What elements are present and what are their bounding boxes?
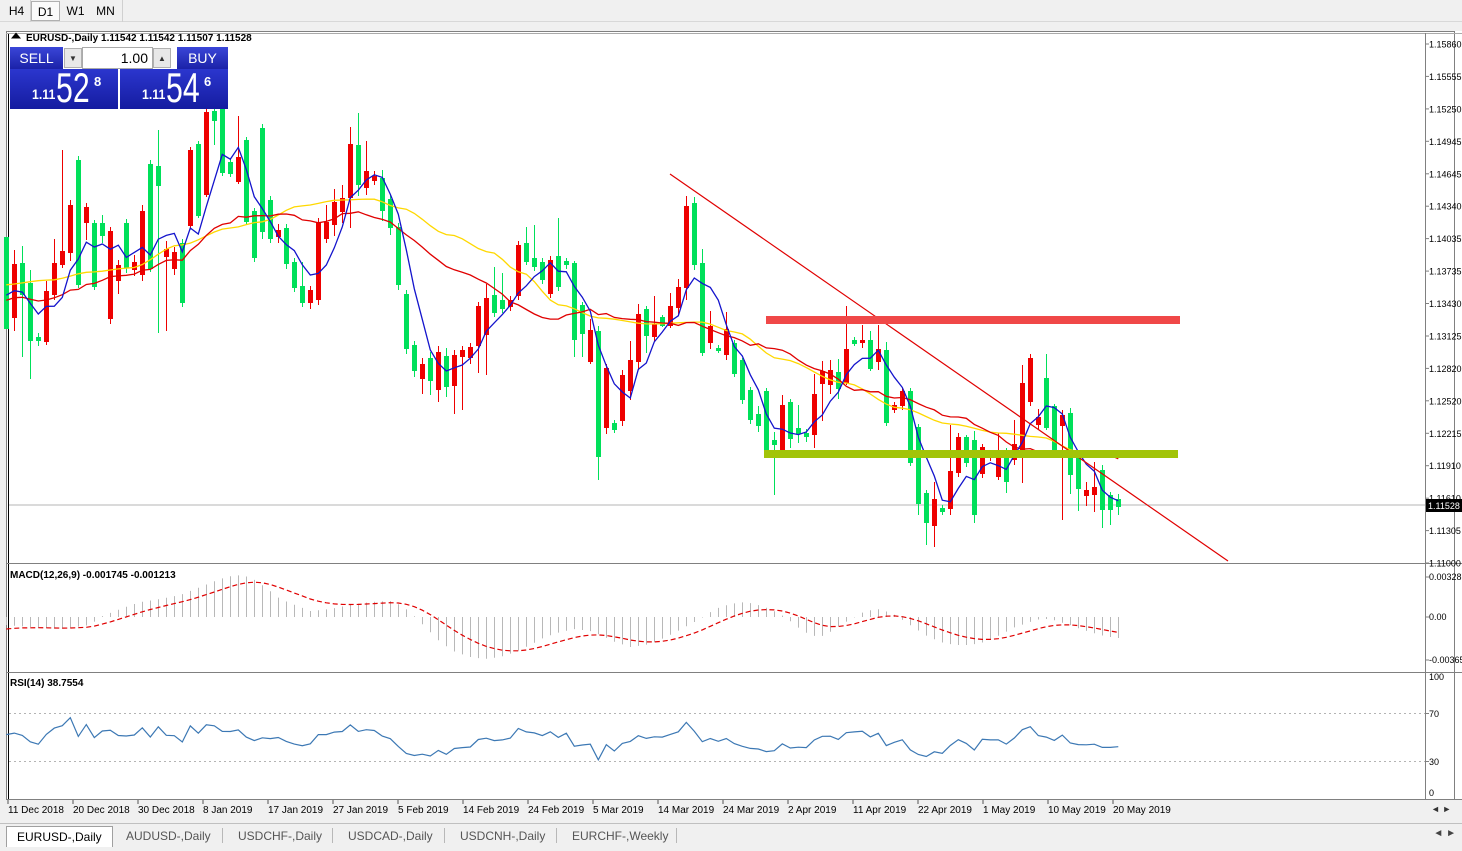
svg-text:2 Apr 2019: 2 Apr 2019 <box>788 805 837 816</box>
svg-text:5 Mar 2019: 5 Mar 2019 <box>593 805 644 816</box>
svg-text:22 Apr 2019: 22 Apr 2019 <box>918 805 972 816</box>
svg-text:20 Dec 2018: 20 Dec 2018 <box>73 805 130 816</box>
svg-text:1.15860: 1.15860 <box>1429 40 1462 50</box>
svg-text:5 Feb 2019: 5 Feb 2019 <box>398 805 449 816</box>
svg-text:20 May 2019: 20 May 2019 <box>1113 805 1171 816</box>
svg-text:1.12820: 1.12820 <box>1429 364 1462 374</box>
svg-text:1.14340: 1.14340 <box>1429 202 1462 212</box>
svg-text:◄ ►: ◄ ► <box>1431 804 1451 814</box>
svg-text:1.11528: 1.11528 <box>1428 501 1460 511</box>
svg-text:1.13735: 1.13735 <box>1429 267 1462 277</box>
svg-text:24 Mar 2019: 24 Mar 2019 <box>723 805 780 816</box>
svg-text:1.11000: 1.11000 <box>1429 559 1461 569</box>
svg-text:14 Mar 2019: 14 Mar 2019 <box>658 805 715 816</box>
svg-text:EURUSD-,Daily 1.11542 1.11542: EURUSD-,Daily 1.11542 1.11542 1.11507 1.… <box>26 33 252 44</box>
svg-text:27 Jan 2019: 27 Jan 2019 <box>333 805 388 816</box>
svg-text:17 Jan 2019: 17 Jan 2019 <box>268 805 323 816</box>
svg-text:1.13125: 1.13125 <box>1429 332 1462 342</box>
svg-text:-0.00365: -0.00365 <box>1429 655 1462 665</box>
svg-text:RSI(14) 38.7554: RSI(14) 38.7554 <box>10 678 84 689</box>
svg-text:30 Dec 2018: 30 Dec 2018 <box>138 805 195 816</box>
svg-text:1.12520: 1.12520 <box>1429 396 1462 406</box>
svg-text:1 May 2019: 1 May 2019 <box>983 805 1036 816</box>
svg-text:1.12215: 1.12215 <box>1429 429 1462 439</box>
svg-text:1.13430: 1.13430 <box>1429 299 1462 309</box>
svg-text:0.00: 0.00 <box>1429 612 1447 622</box>
svg-text:24 Feb 2019: 24 Feb 2019 <box>528 805 585 816</box>
svg-text:70: 70 <box>1429 709 1439 719</box>
svg-text:30: 30 <box>1429 757 1439 767</box>
svg-text:0: 0 <box>1429 788 1434 798</box>
svg-text:1.15555: 1.15555 <box>1429 72 1462 82</box>
svg-text:1.14945: 1.14945 <box>1429 137 1462 147</box>
svg-text:10 May 2019: 10 May 2019 <box>1048 805 1106 816</box>
svg-text:11 Apr 2019: 11 Apr 2019 <box>853 805 907 816</box>
svg-text:1.14035: 1.14035 <box>1429 234 1462 244</box>
svg-text:1.14645: 1.14645 <box>1429 169 1462 179</box>
svg-text:14 Feb 2019: 14 Feb 2019 <box>463 805 520 816</box>
svg-text:100: 100 <box>1429 672 1444 682</box>
svg-text:1.15250: 1.15250 <box>1429 104 1462 114</box>
svg-text:1.11305: 1.11305 <box>1429 526 1461 536</box>
svg-text:8 Jan 2019: 8 Jan 2019 <box>203 805 253 816</box>
svg-text:0.003287: 0.003287 <box>1429 572 1462 582</box>
svg-text:1.11910: 1.11910 <box>1429 461 1461 471</box>
svg-text:11 Dec 2018: 11 Dec 2018 <box>8 805 64 816</box>
svg-text:1.11610: 1.11610 <box>1429 494 1461 504</box>
svg-text:MACD(12,26,9) -0.001745 -0.001: MACD(12,26,9) -0.001745 -0.001213 <box>10 570 176 581</box>
